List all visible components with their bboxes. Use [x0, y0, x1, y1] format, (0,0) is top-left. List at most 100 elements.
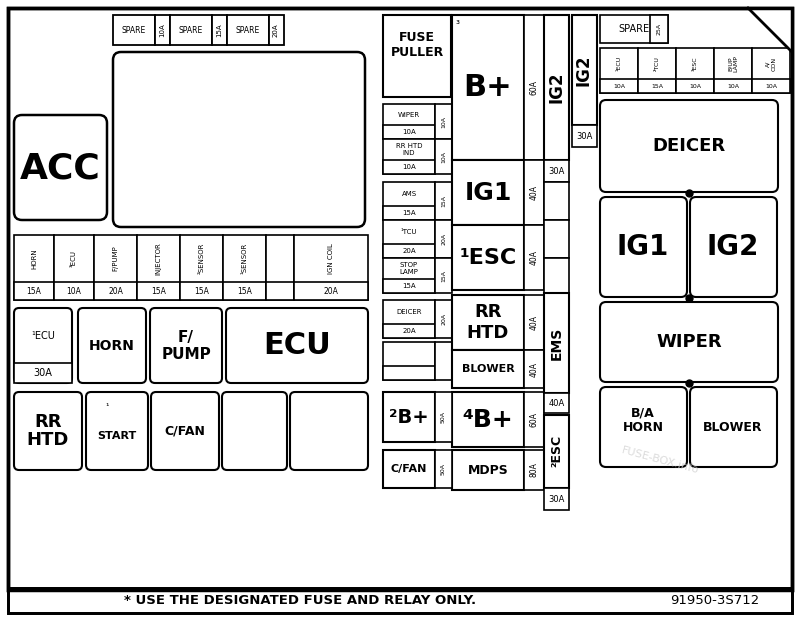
Bar — [14, 363, 72, 383]
Bar — [180, 235, 223, 300]
Text: 30A: 30A — [576, 131, 592, 141]
Text: IG1: IG1 — [617, 233, 669, 261]
Text: 40A: 40A — [530, 185, 538, 200]
Bar — [294, 282, 368, 300]
Bar — [212, 15, 227, 45]
Text: * USE THE DESIGNATED FUSE AND RELAY ONLY.: * USE THE DESIGNATED FUSE AND RELAY ONLY… — [124, 594, 476, 607]
Text: DEICER: DEICER — [653, 137, 726, 155]
Text: RR HTD
IND: RR HTD IND — [396, 143, 422, 156]
Bar — [180, 282, 223, 300]
Text: 10A: 10A — [441, 150, 446, 163]
Bar — [435, 139, 452, 174]
Text: RR: RR — [34, 413, 62, 431]
Text: BLOWER: BLOWER — [703, 420, 762, 433]
Bar — [676, 79, 714, 93]
Bar — [383, 300, 435, 338]
Bar — [544, 182, 569, 220]
Text: SPARE: SPARE — [122, 25, 146, 35]
Text: RR
HTD: RR HTD — [467, 303, 509, 342]
Bar — [14, 235, 54, 300]
Bar — [638, 79, 676, 93]
Bar — [435, 300, 452, 338]
Text: 15A: 15A — [237, 287, 252, 295]
Bar — [452, 15, 524, 160]
FancyBboxPatch shape — [600, 100, 778, 192]
Text: IG2: IG2 — [575, 54, 593, 86]
Text: SPARE: SPARE — [179, 25, 203, 35]
Bar — [650, 15, 668, 43]
Text: IG2: IG2 — [547, 71, 566, 103]
Text: START: START — [98, 431, 137, 441]
Text: ¹TCU: ¹TCU — [401, 229, 418, 235]
Text: IGN COIL: IGN COIL — [328, 243, 334, 274]
Text: ²B+: ²B+ — [389, 407, 429, 426]
Bar — [170, 15, 212, 45]
Text: 10A: 10A — [66, 287, 82, 295]
Text: 60A: 60A — [530, 80, 538, 95]
Text: 60A: 60A — [530, 412, 538, 427]
Bar — [714, 79, 752, 93]
Text: EMS: EMS — [550, 326, 563, 360]
Bar — [544, 15, 569, 160]
Text: ¹SENSOR: ¹SENSOR — [242, 243, 247, 274]
Text: 40A: 40A — [530, 315, 538, 330]
Text: 10A: 10A — [689, 84, 701, 89]
Bar — [383, 279, 435, 293]
Text: INJECTOR: INJECTOR — [155, 242, 162, 275]
Bar — [383, 366, 435, 380]
FancyBboxPatch shape — [113, 52, 365, 227]
FancyBboxPatch shape — [690, 387, 777, 467]
Bar — [435, 342, 452, 380]
Text: 20A: 20A — [441, 233, 446, 245]
Text: 15A: 15A — [402, 210, 416, 216]
Text: A/
CON: A/ CON — [766, 56, 776, 71]
Text: SPARE: SPARE — [236, 25, 260, 35]
Text: F/PUMP: F/PUMP — [113, 246, 118, 271]
Bar — [600, 79, 638, 93]
Text: 20A: 20A — [402, 328, 416, 334]
Text: 20A: 20A — [441, 313, 446, 325]
Text: 80A: 80A — [530, 462, 538, 477]
Text: 10A: 10A — [402, 164, 416, 170]
Bar — [383, 220, 435, 258]
Bar — [294, 235, 368, 300]
Bar — [383, 15, 451, 97]
Text: ²ESC: ²ESC — [550, 435, 563, 467]
Text: 15A: 15A — [151, 287, 166, 295]
Text: 15A: 15A — [441, 195, 446, 207]
Bar — [544, 293, 569, 393]
Text: WIPER: WIPER — [398, 111, 420, 118]
FancyBboxPatch shape — [86, 392, 148, 470]
Bar — [8, 588, 792, 613]
Bar — [94, 235, 137, 300]
FancyBboxPatch shape — [290, 392, 368, 470]
Text: 20A: 20A — [273, 23, 279, 37]
Text: WIPER: WIPER — [656, 333, 722, 351]
Bar — [383, 125, 435, 139]
Bar — [155, 15, 170, 45]
Text: ³: ³ — [455, 20, 459, 30]
Text: 30A: 30A — [548, 167, 565, 176]
Bar — [572, 125, 597, 147]
Bar — [452, 225, 524, 290]
Text: ³ESC: ³ESC — [693, 56, 698, 71]
Bar — [544, 393, 569, 413]
Bar — [600, 48, 638, 93]
Bar — [544, 488, 569, 510]
Text: 40A: 40A — [530, 250, 538, 265]
Bar — [383, 450, 435, 488]
Bar — [266, 235, 294, 300]
Bar — [269, 15, 284, 45]
Bar — [544, 160, 569, 182]
Text: 10A: 10A — [727, 84, 739, 89]
Text: 91950-3S712: 91950-3S712 — [670, 594, 760, 607]
Text: 15A: 15A — [26, 287, 42, 295]
Text: C/FAN: C/FAN — [391, 464, 427, 474]
Text: ²TCU: ²TCU — [654, 56, 659, 71]
Text: 20A: 20A — [402, 248, 416, 254]
Text: 40A: 40A — [548, 399, 565, 407]
Text: HORN: HORN — [31, 248, 37, 269]
Text: 15A: 15A — [216, 23, 222, 37]
Bar — [524, 450, 544, 490]
Bar — [524, 350, 544, 388]
